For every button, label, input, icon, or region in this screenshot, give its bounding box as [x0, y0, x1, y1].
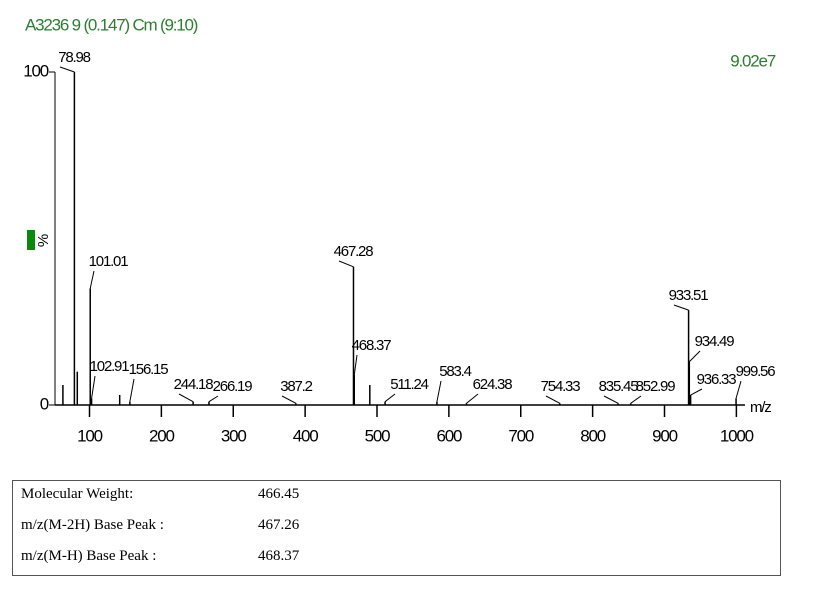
peak-label: 934.49 [695, 333, 735, 350]
peak-label: 852.99 [636, 378, 676, 395]
label-leader [384, 393, 396, 403]
x-tick-label: 200 [149, 426, 175, 445]
peak-label: 266.19 [213, 378, 253, 395]
row-label: m/z(M-H) Base Peak : [21, 548, 157, 564]
chart-title: A3236 9 (0.147) Cm (9:10) [25, 15, 198, 34]
label-leader [353, 354, 358, 376]
row-label: m/z(M-2H) Base Peak : [21, 517, 164, 533]
x-tick-label: 900 [652, 426, 678, 445]
marker [27, 230, 35, 250]
label-leader [630, 395, 642, 404]
peak-label: 511.24 [390, 376, 428, 393]
peak-label: 156.15 [129, 361, 169, 378]
peak-label: 936.33 [697, 371, 737, 388]
info-table: Molecular Weight: 466.45 m/z(M-2H) Base Pe… [12, 480, 781, 576]
row-value: 468.37 [258, 548, 300, 564]
x-axis-label: m/z [750, 399, 771, 416]
label-leader [129, 378, 135, 402]
x-tick-label: 300 [221, 426, 247, 445]
peak-label: 999.56 [736, 363, 776, 380]
peak-label: 624.38 [473, 376, 513, 393]
x-tick-label: 700 [508, 426, 534, 445]
label-leader [91, 375, 96, 399]
peak-label: 78.98 [58, 49, 90, 66]
y-tick-label: 100 [23, 61, 49, 80]
chart: A3236 9 (0.147) Cm (9:10) 9.02e7 % m/z 0… [23, 15, 777, 445]
label-leader [281, 395, 297, 404]
label-leader [59, 66, 75, 73]
label-leader [545, 395, 561, 404]
label-leader [673, 304, 689, 311]
x-tick-label: 500 [365, 426, 391, 445]
peak-label: 933.51 [669, 287, 709, 304]
label-leader [338, 260, 354, 268]
x-tick-label: 800 [580, 426, 606, 445]
label-leader [89, 270, 95, 289]
label-leader [178, 393, 194, 403]
label-leader [735, 380, 742, 399]
peak-label: 583.4 [439, 363, 471, 380]
label-leader [436, 380, 442, 402]
x-tick-label: 400 [293, 426, 319, 445]
peak-label: 754.33 [541, 378, 581, 395]
x-tick-label: 600 [436, 426, 462, 445]
label-leader [688, 350, 701, 363]
label-leader [208, 395, 219, 403]
peak-label: 467.28 [334, 243, 374, 260]
row-value: 466.45 [258, 486, 300, 502]
peak-label: 387.2 [280, 378, 312, 395]
row-value: 467.26 [258, 517, 300, 533]
y-axis-label: % [35, 234, 52, 247]
row-label: Molecular Weight: [21, 486, 134, 502]
x-tick-label: 100 [77, 426, 103, 445]
y-tick-label: 0 [40, 394, 49, 413]
label-leader [690, 388, 703, 396]
peak-label: 244.18 [174, 376, 214, 393]
label-leader [466, 393, 479, 404]
peak-label: 101.01 [89, 253, 129, 270]
peak-label: 835.45 [599, 378, 639, 395]
label-leader [603, 395, 619, 404]
peak-label: 468.37 [352, 337, 392, 354]
peak-label: 102.91 [90, 358, 130, 375]
intensity-annotation: 9.02e7 [730, 51, 776, 70]
x-tick-label: 1000 [720, 426, 754, 445]
